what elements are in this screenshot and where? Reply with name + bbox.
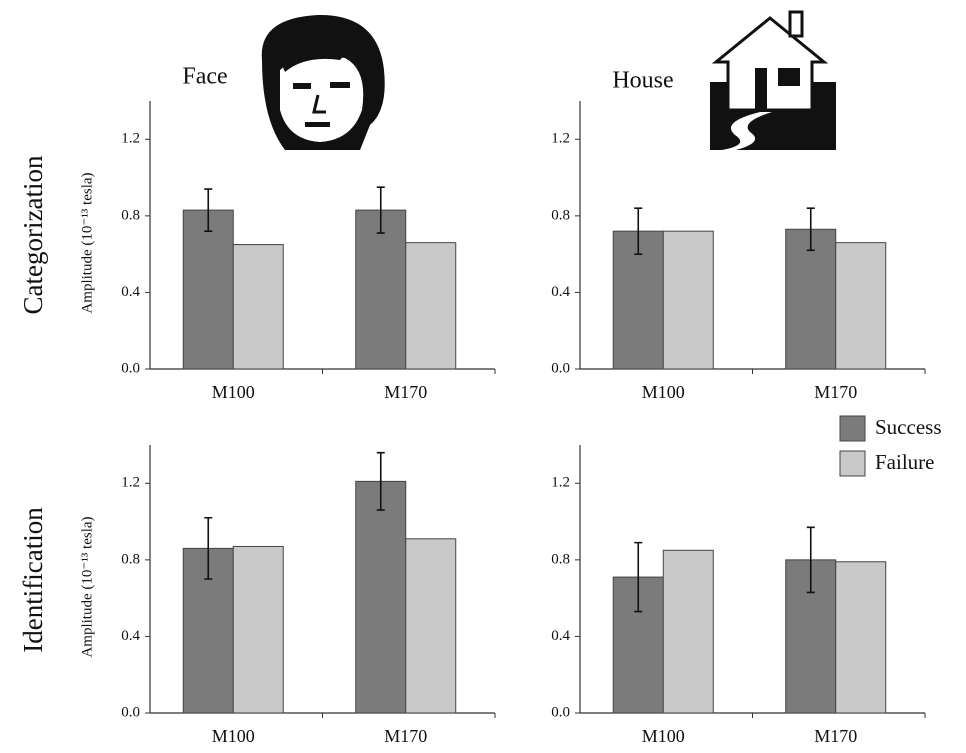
x-tick-label: M100: [212, 726, 255, 746]
y-tick-label: 1.2: [121, 475, 140, 491]
bar: [233, 546, 283, 713]
y-tick-label: 0.4: [551, 628, 570, 644]
bar: [836, 562, 886, 713]
bar: [836, 243, 886, 369]
row-title: Categorization: [18, 155, 48, 314]
y-axis-label: Amplitude (10⁻¹³ tesla): [79, 516, 95, 657]
y-tick-label: 0.0: [551, 360, 570, 376]
bar: [406, 243, 456, 369]
legend-swatch: [840, 416, 865, 441]
y-tick-label: 1.2: [551, 475, 570, 491]
y-tick-label: 0.0: [121, 704, 140, 720]
y-tick-label: 0.4: [121, 628, 140, 644]
y-tick-label: 0.8: [121, 207, 140, 223]
x-tick-label: M100: [642, 726, 685, 746]
bar: [183, 210, 233, 369]
x-tick-label: M170: [384, 382, 427, 402]
x-tick-label: M100: [212, 382, 255, 402]
y-axis-label: Amplitude (10⁻¹³ tesla): [79, 172, 95, 313]
face-icon: [262, 15, 385, 150]
y-tick-label: 0.4: [551, 284, 570, 300]
row-title: Identification: [18, 507, 48, 653]
x-tick-label: M170: [814, 382, 857, 402]
figure: Face House Categorization Identification 0.0…: [0, 0, 966, 753]
bar: [663, 231, 713, 369]
bar: [663, 550, 713, 713]
bar: [233, 245, 283, 369]
y-tick-label: 0.8: [551, 551, 570, 567]
y-tick-label: 1.2: [121, 131, 140, 147]
legend-label: Success: [875, 415, 942, 439]
y-tick-label: 0.0: [551, 704, 570, 720]
bar: [356, 481, 406, 713]
bar: [356, 210, 406, 369]
legend-label: Failure: [875, 450, 934, 474]
bar: [406, 539, 456, 713]
y-tick-label: 0.4: [121, 284, 140, 300]
column-title: Face: [182, 64, 227, 90]
x-tick-label: M170: [814, 726, 857, 746]
y-tick-label: 0.8: [121, 551, 140, 567]
y-tick-label: 0.0: [121, 360, 140, 376]
x-tick-label: M100: [642, 382, 685, 402]
legend-swatch: [840, 451, 865, 476]
y-tick-label: 1.2: [551, 131, 570, 147]
column-title: House: [612, 68, 673, 94]
y-tick-label: 0.8: [551, 207, 570, 223]
house-icon: [710, 12, 836, 150]
x-tick-label: M170: [384, 726, 427, 746]
